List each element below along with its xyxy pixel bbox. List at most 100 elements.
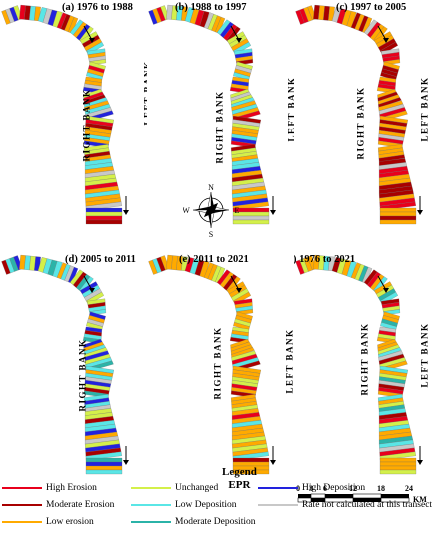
legend-swatch xyxy=(2,504,42,506)
arrowhead-icon xyxy=(270,460,276,465)
arrowhead-icon xyxy=(89,38,95,43)
legend-swatch xyxy=(131,504,171,506)
legend-label: Low erosion xyxy=(46,517,94,527)
river-map xyxy=(295,4,423,225)
arrowhead-icon xyxy=(236,288,242,293)
transect-band xyxy=(231,154,259,162)
map-panel-c: (c) 1997 to 2005 RIGHT BANK LEFT BANK xyxy=(294,0,441,245)
left-bank-label: LEFT BANK xyxy=(419,322,430,388)
map-panel-e: (e) 2011 to 2021 RIGHT BANK LEFT BANK xyxy=(147,250,294,495)
compass-south-label: S xyxy=(209,230,213,238)
transect-band xyxy=(52,260,63,278)
right-bank-label: RIGHT BANK xyxy=(214,90,225,164)
transect-band xyxy=(199,10,210,28)
river-map xyxy=(148,254,276,475)
transect-band xyxy=(378,404,406,412)
transect-band xyxy=(379,211,417,217)
right-bank-label: RIGHT BANK xyxy=(81,88,92,162)
left-bank-label: LEFT BANK xyxy=(284,328,294,394)
transect-band xyxy=(85,457,123,463)
river-map xyxy=(295,254,423,475)
compass-north-label: N xyxy=(208,183,214,192)
scale-tick-label: 3 xyxy=(309,484,313,493)
map-panel-b: (b) 1988 to 1997 RIGHT BANK LEFT BANK xyxy=(147,0,294,245)
transect-band xyxy=(379,469,417,475)
transect-band xyxy=(85,211,123,217)
legend-title-line2: EPR xyxy=(228,479,251,491)
legend-title: Legend EPR xyxy=(222,466,257,492)
flow-arrow-icon xyxy=(377,275,387,291)
arrowhead-icon xyxy=(417,210,423,215)
panel-title: (a) 1976 to 1988 xyxy=(62,2,133,13)
transect-band xyxy=(231,97,255,108)
legend-item-moderate-deposition: Moderate Deposition xyxy=(131,517,255,527)
transect-band xyxy=(346,10,357,28)
transect-band xyxy=(52,10,63,28)
flow-arrow-icon xyxy=(83,25,93,41)
transect-band xyxy=(379,465,417,471)
legend-item-high-deposition: High Deposition xyxy=(258,483,365,493)
compass-rose-icon: N S W E xyxy=(183,183,239,238)
scale-tick-label: 0 xyxy=(296,484,300,493)
left-bank-label: LEFT BANK xyxy=(286,76,294,142)
right-bank-label: RIGHT BANK xyxy=(77,338,88,412)
arrowhead-icon xyxy=(123,460,129,465)
transect-band xyxy=(231,404,259,412)
legend-swatch xyxy=(131,521,171,523)
map-panel-a: (a) 1976 to 1988 RIGHT BANK LEFT BANK xyxy=(0,0,147,245)
transect-band xyxy=(231,347,255,358)
scale-unit: KM xyxy=(413,495,427,504)
right-bank-label: RIGHT BANK xyxy=(212,326,223,400)
transect-band xyxy=(379,215,417,221)
legend-swatch xyxy=(2,521,42,523)
transect-band xyxy=(84,347,108,358)
transect-band xyxy=(378,347,402,358)
panel-title: (e) 2011 to 2021 xyxy=(179,254,249,265)
scale-tick-label: 12 xyxy=(349,484,357,493)
right-bank-label: RIGHT BANK xyxy=(355,86,366,160)
panel-title: (d) 2005 to 2011 xyxy=(65,254,136,265)
panel-title: (c) 1997 to 2005 xyxy=(336,2,407,13)
arrowhead-icon xyxy=(270,210,276,215)
scale-tick-label: 18 xyxy=(377,484,385,493)
legend-swatch xyxy=(2,487,42,489)
legend-label: High Erosion xyxy=(46,483,97,493)
legend-label: Rate not calculated at this transect xyxy=(302,500,433,510)
transect-band xyxy=(85,465,123,471)
transect-band xyxy=(85,207,123,213)
arrowhead-icon xyxy=(383,38,389,43)
panel-title: (f) 1976 to 2021 xyxy=(294,254,356,265)
legend-label: Moderate Erosion xyxy=(46,500,115,510)
transect-band xyxy=(379,207,417,213)
left-bank-label: LEFT BANK xyxy=(419,76,430,142)
legend-item-low-deposition: Low Deposition xyxy=(131,500,236,510)
transect-band xyxy=(378,97,402,108)
flow-arrow-icon xyxy=(230,25,240,41)
legend-title-line1: Legend xyxy=(222,466,257,478)
river-map xyxy=(148,4,276,225)
legend-item-not-calculated: Rate not calculated at this transect xyxy=(258,500,432,510)
map-panel-d: (d) 2005 to 2011 RIGHT BANK LEFT BANK xyxy=(0,250,147,495)
legend-item-moderate-erosion: Moderate Erosion xyxy=(2,500,114,510)
legend-item-low-erosion: Low erosion xyxy=(2,517,94,527)
arrowhead-icon xyxy=(383,288,389,293)
legend-swatch xyxy=(258,487,298,489)
legend: High Erosion Moderate Erosion Low erosio… xyxy=(0,476,441,550)
scale-bar: 0 3 6 12 18 24 KM xyxy=(296,484,427,504)
legend-item-unchanged: Unchanged xyxy=(131,483,218,493)
panel-title: (b) 1988 to 1997 xyxy=(175,2,247,13)
transect-band xyxy=(379,219,417,225)
legend-label: Low Deposition xyxy=(175,500,237,510)
scale-tick-label: 24 xyxy=(405,484,413,493)
transect-band xyxy=(84,154,112,162)
transect-band xyxy=(379,461,417,467)
transect-band xyxy=(199,260,210,278)
flow-arrow-icon xyxy=(230,275,240,291)
legend-label: Unchanged xyxy=(175,483,219,493)
transect-band xyxy=(379,457,417,463)
arrowhead-icon xyxy=(123,210,129,215)
transect-band xyxy=(85,215,123,221)
arrowhead-icon xyxy=(236,38,242,43)
transect-band xyxy=(232,219,270,225)
transect-band xyxy=(232,457,270,463)
